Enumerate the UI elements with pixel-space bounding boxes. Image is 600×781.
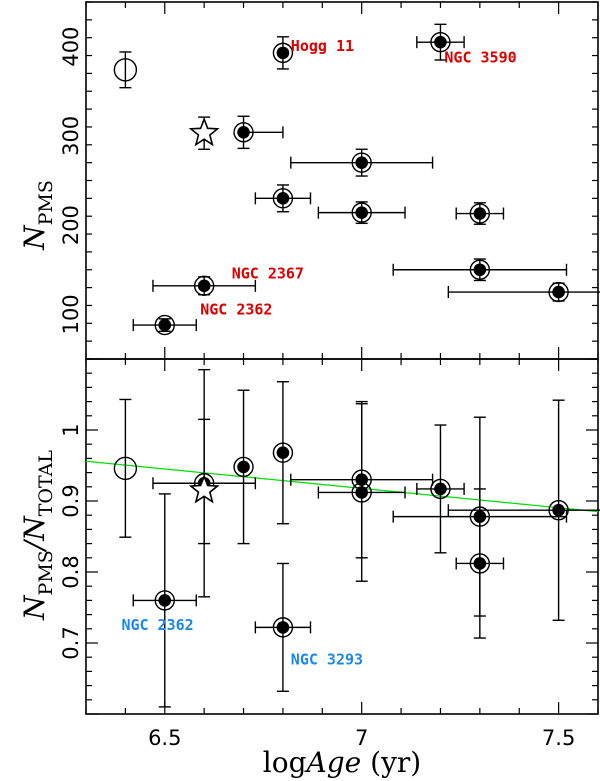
marker-ring [233,456,254,478]
top-data-point [392,258,568,282]
top-y-tick-label: 100 [59,294,83,334]
bottom-data-point [447,399,600,621]
bottom-annotation-label: NGC 3293 [291,650,363,668]
marker-ring [154,590,175,611]
top-annotation-label: Hogg 11 [291,37,354,55]
marker-dot [473,557,487,570]
bottom-x-tick-label: 7 [355,726,368,750]
bottom-x-tick-label: 6.5 [148,726,181,750]
marker-dot [434,482,447,496]
marker-ring [233,122,254,143]
bottom-data-point [132,493,197,708]
top-annotations: Hogg 11 NGC 3590 NGC 2367 NGC 2362 [200,37,516,318]
top-data-point [290,148,434,177]
marker-ring [469,553,491,574]
marker-ring [272,617,294,638]
top-data-point [132,314,197,336]
top-data-point [152,275,257,297]
top-data-point [317,201,406,225]
marker-dot [355,486,368,499]
top-data-point [233,115,284,150]
bottom-fit-layer [85,460,599,513]
marker-star [188,474,220,504]
marker-dot [473,263,487,277]
bottom-y-axis-label: NPMS/NTOTAL [18,450,57,621]
marker-dot [552,285,565,299]
bottom-y-tick-label: 1 [59,423,83,436]
bottom-y-tick-label: 0.7 [59,626,83,659]
marker-ring [272,42,294,64]
bottom-y-tick-label: 0.9 [59,484,83,517]
marker-ring [351,152,372,173]
fit-line [85,460,599,513]
marker-dot [355,156,368,169]
top-data-point [455,202,505,225]
marker-dot [158,594,172,607]
top-annotation-label: NGC 3590 [444,49,516,67]
marker-ring [351,202,372,223]
marker-dot [158,318,172,332]
bottom-data-points [113,368,600,708]
marker-dot [237,126,250,139]
bottom-data-point [233,389,254,545]
marker-ring [272,442,294,463]
marker-dot [473,207,487,220]
top-data-points [113,23,600,336]
marker-ring [193,275,215,297]
marker-ring [469,259,491,280]
bottom-data-point [317,403,406,582]
top-y-axis-label: NPMS [18,180,57,251]
top-panel-frame [85,1,599,360]
bottom-data-point [416,424,465,554]
top-data-point [188,116,220,150]
bottom-axis-ticks: 6.5 7 7.5 0.7 0.8 0.9 1 [59,358,599,750]
bottom-data-point [272,381,294,525]
top-axis-ticks: 100 200 300 400 [59,1,599,360]
marker-star [188,116,220,147]
top-y-tick-label: 300 [59,116,83,156]
marker-dot [434,35,447,49]
top-data-point [416,23,465,61]
marker-open-circle [113,456,138,481]
top-y-tick-label: 400 [59,27,83,67]
top-data-point [254,184,312,213]
bottom-panel-frame [85,358,599,715]
bottom-data-point [188,418,220,598]
marker-ring [272,188,294,209]
marker-ring [154,314,175,336]
marker-dot [197,279,211,293]
marker-ring [430,31,451,53]
marker-open-circle [113,58,138,82]
marker-dot [552,503,565,517]
marker-dot [276,46,290,60]
top-data-point [113,51,138,89]
top-y-tick-label: 200 [59,205,83,245]
bottom-data-point [455,488,505,639]
marker-dot [276,446,290,460]
top-annotation-label: NGC 2367 [232,265,304,283]
bottom-data-point [254,562,312,692]
marker-ring [548,281,569,303]
marker-ring [430,478,451,500]
bottom-y-tick-label: 0.8 [59,555,83,588]
marker-dot [237,460,250,474]
marker-ring [469,203,491,224]
marker-ring [548,500,569,521]
bottom-data-point [113,398,138,538]
bottom-annotation-label: NGC 2362 [121,616,193,634]
marker-dot [355,206,368,219]
top-data-point [272,36,294,70]
marker-dot [276,192,290,205]
bottom-annotations: NGC 2362 NGC 3293 [121,616,363,668]
marker-dot [276,621,290,634]
top-annotation-label: NGC 2362 [200,300,272,318]
marker-ring [351,482,372,503]
x-axis-label: logAge (yr) [263,746,421,779]
bottom-x-tick-label: 7.5 [542,726,575,750]
top-data-point [447,281,600,303]
